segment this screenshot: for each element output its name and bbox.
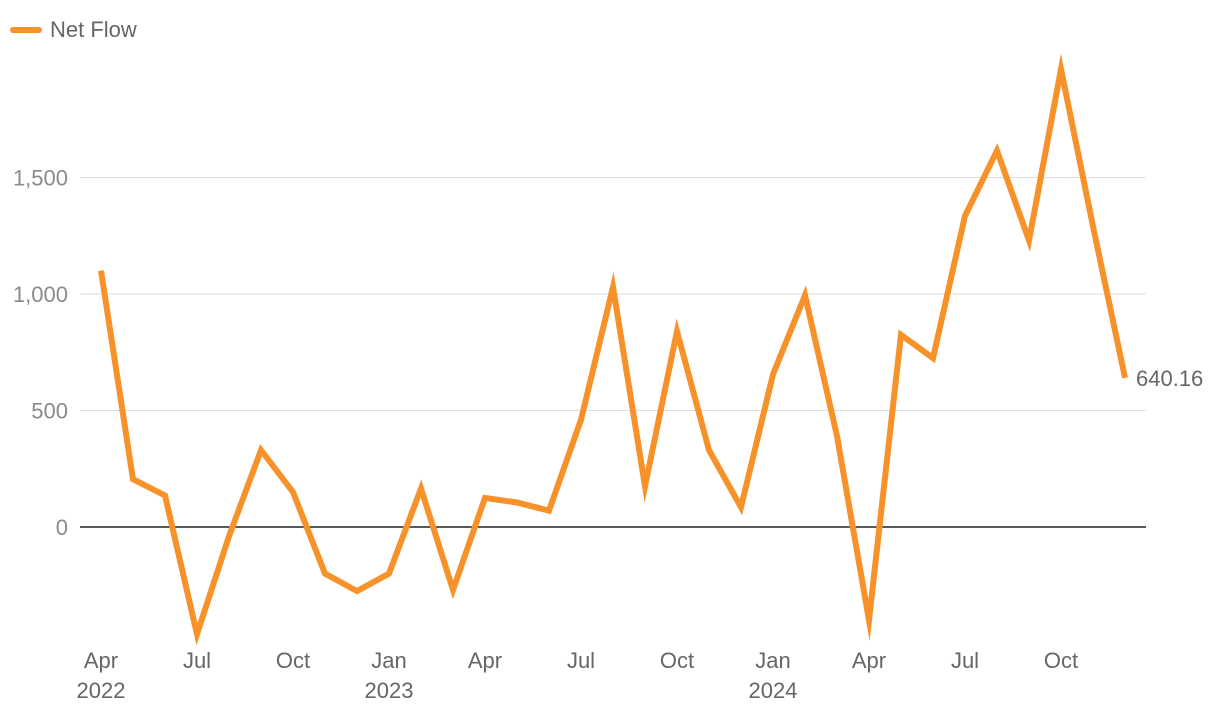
data-point [1092, 225, 1094, 227]
data-point [356, 590, 358, 592]
y-tick-label-1000: 1,000 [13, 282, 68, 307]
x-tick-year-label: 2023 [365, 678, 414, 703]
data-point [932, 357, 934, 359]
legend-swatch [10, 27, 42, 33]
data-point [676, 330, 678, 332]
x-tick-label: Jul [567, 648, 595, 673]
y-axis-ticks: 0 500 1,000 1,500 [13, 166, 68, 541]
y-tick-label-0: 0 [56, 515, 68, 540]
data-point [420, 488, 422, 490]
x-tick-label: Oct [1044, 648, 1078, 673]
data-point [548, 510, 550, 512]
data-point [836, 435, 838, 437]
data-point [868, 619, 870, 621]
x-tick-label: Oct [276, 648, 310, 673]
data-point [708, 449, 710, 451]
data-point [644, 485, 646, 487]
legend-label-net-flow: Net Flow [50, 17, 137, 42]
data-point [580, 419, 582, 421]
x-tick-label: Apr [852, 648, 886, 673]
y-tick-label-1500: 1,500 [13, 166, 68, 191]
data-point [964, 215, 966, 217]
x-tick-label: Oct [660, 648, 694, 673]
data-point [516, 502, 518, 504]
data-point [612, 286, 614, 288]
data-point [324, 573, 326, 575]
data-point [292, 491, 294, 493]
x-tick-label: Apr [468, 648, 502, 673]
data-point [740, 506, 742, 508]
series-line-net-flow [98, 53, 1128, 646]
x-tick-label: Apr [84, 648, 118, 673]
data-point [164, 495, 166, 497]
data-point [260, 449, 262, 451]
data-point [1028, 239, 1030, 241]
legend: Net Flow [10, 16, 137, 44]
x-axis-ticks: Apr 2022 Jul Oct Jan 2023 Apr Jul Oct Jan 2024 Apr J… [77, 648, 1079, 703]
data-point [228, 535, 230, 537]
end-value-label: 640.16 [1136, 366, 1203, 391]
grid-lines [80, 177, 1146, 528]
x-tick-label: Jan [371, 648, 406, 673]
x-tick-year-label: 2022 [77, 678, 126, 703]
data-point [484, 497, 486, 499]
data-point [996, 150, 998, 152]
data-point [100, 270, 102, 272]
data-point [1060, 68, 1062, 70]
data-point [452, 589, 454, 591]
y-tick-label-500: 500 [31, 399, 68, 424]
data-point [804, 294, 806, 296]
x-tick-label: Jan [755, 648, 790, 673]
data-point [196, 633, 198, 635]
data-point [900, 334, 902, 336]
data-point [132, 478, 134, 480]
data-point [388, 573, 390, 575]
x-tick-label: Jul [951, 648, 979, 673]
x-tick-label: Jul [183, 648, 211, 673]
series-net-flow: 640.16 [98, 53, 1203, 646]
data-point [772, 373, 774, 375]
x-tick-year-label: 2024 [749, 678, 798, 703]
data-point [1124, 377, 1126, 379]
